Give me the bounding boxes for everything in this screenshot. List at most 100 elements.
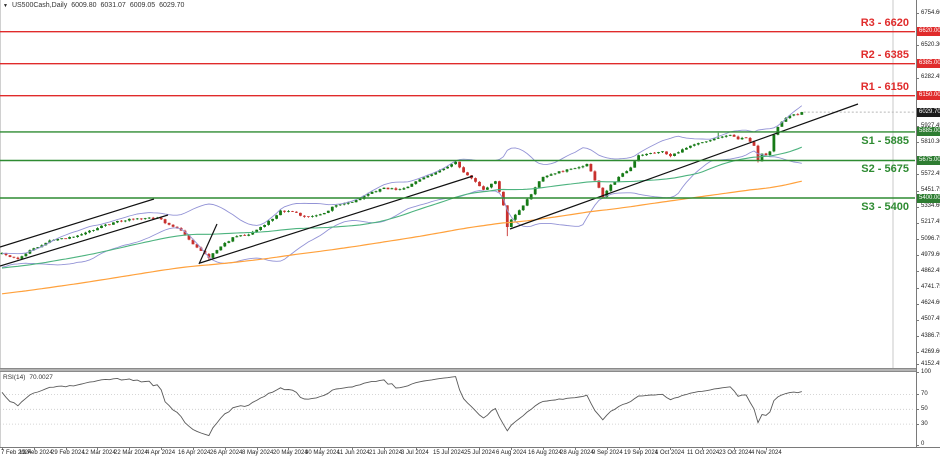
date-label: 11 Oct 2024 [687, 450, 720, 456]
rsi-indicator-label: RSI(14) 70.0027 [3, 374, 53, 381]
pane-separator[interactable] [0, 368, 916, 372]
date-label: 1 Oct 2024 [655, 450, 685, 456]
price-tick-mark [916, 320, 919, 321]
date-tick-mark [702, 447, 703, 450]
price-badge-5675.00: 5675.00 [917, 156, 940, 165]
price-tick-mark [916, 364, 919, 365]
ohlc-high: 6031.07 [100, 2, 126, 9]
price-axis[interactable]: 6754.60 6520.30 6282.45 5927.45 5810.30 5572.… [916, 0, 940, 447]
price-tick-mark [916, 223, 919, 224]
date-axis[interactable]: 7 Feb 2024 19 Feb 2024 29 Feb 2024 12 Mar 2… [0, 447, 940, 459]
date-label: 4 Nov 2024 [751, 450, 782, 456]
price-tick-label: 4507.45 [921, 316, 940, 323]
price-tick-mark [916, 78, 919, 79]
price-badge-6385.00: 6385.00 [917, 59, 940, 69]
price-tick-mark [916, 126, 919, 127]
date-label: 26 Apr 2024 [210, 450, 243, 456]
price-tick-label: 5217.45 [921, 219, 940, 226]
price-tick-label: 5572.45 [921, 171, 940, 177]
rsi-tick-mark [916, 372, 919, 373]
date-label: 11 Jun 2024 [337, 450, 370, 456]
price-tick-mark [916, 191, 919, 192]
support-label-s1: S1 - 5885 [861, 134, 909, 147]
rsi-line [1, 376, 802, 437]
ohlc-close: 6029.70 [159, 2, 185, 9]
price-tick-label: 6754.60 [921, 9, 940, 16]
date-tick-mark [320, 447, 321, 450]
price-tick-label: 5451.75 [921, 187, 940, 194]
date-tick-mark [766, 447, 767, 450]
date-tick-mark [2, 447, 3, 450]
trendline-3[interactable] [198, 223, 218, 265]
resistance-label-r2: R2 - 6385 [860, 48, 909, 61]
date-label: 23 Oct 2024 [719, 450, 752, 456]
price-tick-mark [916, 304, 919, 305]
price-tick-mark [916, 174, 919, 175]
price-tick-label: 4386.75 [921, 332, 940, 339]
price-tick-label: 6520.30 [921, 41, 940, 48]
rsi-tick-mark [916, 424, 919, 425]
date-tick-mark [129, 447, 130, 450]
support-label-s3: S3 - 5400 [861, 200, 909, 213]
date-label: 16 Apr 2024 [178, 450, 211, 456]
bull-candle-bodies [0, 112, 804, 259]
date-label: 9 Sep 2024 [592, 450, 623, 456]
trendline-2[interactable] [0, 214, 169, 267]
price-badge-6150.00: 6150.00 [917, 91, 940, 101]
bollinger-upper-band [1, 105, 803, 255]
price-tick-label: 4152.45 [921, 360, 940, 367]
trendline-4[interactable] [199, 175, 474, 264]
price-badge-5400.00: 5400.00 [917, 193, 940, 203]
sma-fast-line [1, 146, 803, 269]
price-tick-label: 5810.30 [921, 138, 940, 145]
date-tick-mark [352, 447, 353, 450]
price-tick-label: 4624.60 [921, 300, 940, 307]
date-label: 21 Jun 2024 [369, 450, 403, 456]
trendline-1[interactable] [0, 198, 155, 248]
price-tick-mark [916, 239, 919, 240]
rsi-tick-mark [916, 394, 919, 395]
rsi-scale-label: 0 [921, 441, 925, 447]
symbol-marker-icon: ▼ [3, 3, 8, 9]
rsi-indicator-pane[interactable]: RSI(14) 70.0027 [0, 372, 915, 447]
price-tick-mark [916, 271, 919, 272]
date-tick-mark [734, 447, 735, 450]
date-tick-mark [575, 447, 576, 450]
price-tick-label: 4979.60 [921, 251, 940, 258]
candlestick-chart-canvas[interactable] [0, 0, 915, 368]
rsi-scale-label: 100 [921, 369, 932, 375]
date-label: 8 May 2024 [242, 450, 274, 456]
price-tick-mark [916, 142, 919, 143]
date-label: 25 Jul 2024 [464, 450, 496, 456]
price-tick-mark [916, 336, 919, 337]
support-label-s2: S2 - 5675 [861, 163, 909, 176]
date-label: 19 Feb 2024 [19, 450, 53, 456]
main-price-pane[interactable]: R3 - 6620 R2 - 6385 R1 - 6150 S1 - 5885 … [0, 0, 915, 368]
date-label: 6 Aug 2024 [496, 450, 527, 456]
price-badge-5885.00: 5885.00 [917, 127, 940, 137]
price-badge-6620.00: 6620.00 [917, 27, 940, 37]
price-badge-6029.70: 6029.70 [917, 107, 940, 117]
resistance-label-r3: R3 - 6620 [860, 16, 909, 29]
price-tick-label: 4741.75 [921, 284, 940, 291]
date-tick-mark [193, 447, 194, 450]
price-tick-mark [916, 13, 919, 14]
price-tick-label: 4269.60 [921, 348, 940, 355]
price-tick-label: 5096.75 [921, 235, 940, 242]
trendline-5[interactable] [509, 103, 859, 230]
date-tick-mark [448, 447, 449, 450]
date-tick-mark [225, 447, 226, 450]
date-label: 3 Jul 2024 [401, 450, 429, 456]
date-tick-mark [479, 447, 480, 450]
date-label: 19 Sep 2024 [624, 450, 659, 456]
rsi-chart-canvas[interactable] [0, 372, 915, 447]
price-tick-mark [916, 45, 919, 46]
date-tick-mark [416, 447, 417, 450]
price-tick-label: 6282.45 [921, 74, 940, 81]
date-label: 22 Mar 2024 [114, 450, 148, 456]
chart-left-border [0, 0, 1, 447]
date-tick-mark [670, 447, 671, 450]
price-tick-label: 5927.45 [921, 122, 940, 129]
date-label: 7 Feb 2024 [1, 450, 32, 456]
sma-slow-line [1, 180, 802, 295]
